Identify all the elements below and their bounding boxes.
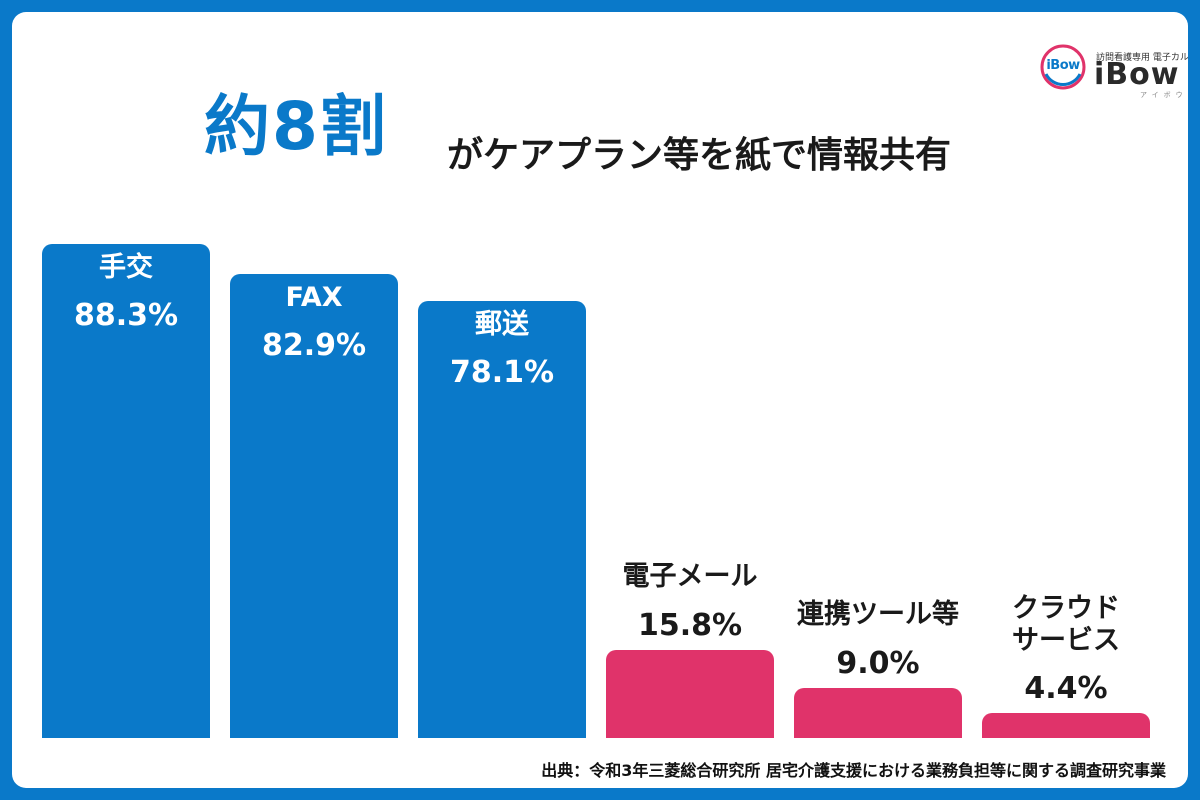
headline-rest: がケアプラン等を紙で情報共有 xyxy=(447,135,952,176)
bar-3 xyxy=(606,649,774,738)
bar-label-0: 手交 88.3% xyxy=(42,252,210,334)
value-label-1: 82.9% xyxy=(261,328,367,364)
ibow-logo: iBow 訪問看護専用 電子カルテ iBow アイボウ xyxy=(1028,38,1188,99)
bar-label-3: 電子メール 15.8% xyxy=(606,561,774,643)
bar-label-2: 郵送 78.1% xyxy=(418,309,586,391)
category-label-5: クラウド サービス xyxy=(1012,592,1120,656)
source-citation: 出典：令和3年三菱総合研究所 居宅介護支援における業務負担等に関する調査研究事業 xyxy=(541,761,1166,780)
value-label-3: 15.8% xyxy=(637,607,743,643)
logo-tagline: 訪問看護専用 電子カルテ xyxy=(1096,53,1188,63)
ibow-badge-text: iBow xyxy=(1046,58,1080,73)
category-label-3: 電子メール xyxy=(622,561,758,593)
value-label-0: 88.3% xyxy=(73,297,179,333)
bar-label-4: 連携ツール等 9.0% xyxy=(794,599,962,681)
value-label-5: 4.4% xyxy=(1024,671,1108,707)
logo-kana: アイボウ xyxy=(1140,91,1188,99)
category-label-4: 連携ツール等 xyxy=(797,599,959,631)
bar-5 xyxy=(982,713,1150,738)
bar-chart: 手交 88.3% FAX 82.9% 郵送 78.1% 電子メール 15.8% 連携ツール等 9.… xyxy=(12,12,1188,788)
value-label-2: 78.1% xyxy=(449,355,555,391)
bar-1 xyxy=(230,273,398,738)
logo-wordmark: iBow xyxy=(1094,57,1180,92)
category-label-2: 郵送 xyxy=(475,308,529,340)
bar-2 xyxy=(418,300,586,738)
bar-4 xyxy=(794,687,962,738)
category-label-1: FAX xyxy=(285,281,343,313)
value-label-4: 9.0% xyxy=(836,645,920,681)
chart-card: iBow 訪問看護専用 電子カルテ iBow アイボウ 約8割 がケアプラン等を… xyxy=(12,12,1188,788)
bar-label-1: FAX 82.9% xyxy=(230,282,398,364)
headline-highlight: 約8割 xyxy=(204,88,388,165)
category-label-0: 手交 xyxy=(99,251,153,283)
ibow-badge-icon xyxy=(1040,44,1086,90)
bar-0 xyxy=(42,243,210,738)
bar-label-5: クラウド サービス 4.4% xyxy=(982,593,1150,708)
